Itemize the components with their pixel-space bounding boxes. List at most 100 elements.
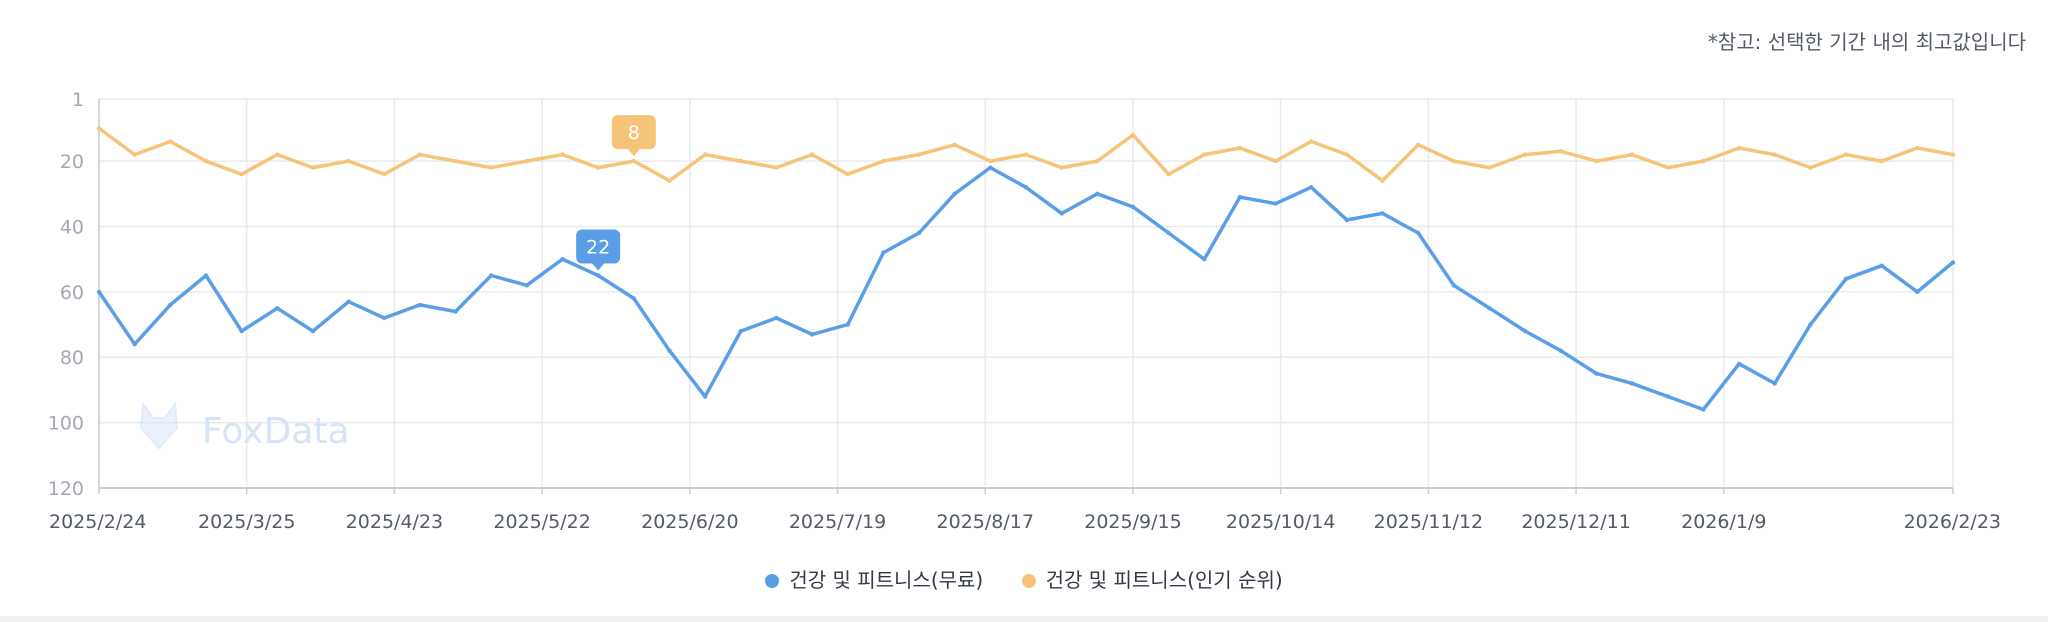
data-point: [1059, 211, 1064, 216]
y-tick-label: 20: [60, 151, 84, 173]
data-point: [453, 309, 458, 314]
data-point: [881, 250, 886, 255]
x-tick-label: 2025/2/24: [49, 511, 146, 533]
data-point: [417, 302, 423, 308]
data-point: [275, 306, 280, 311]
peak-tooltip-1: 8: [611, 115, 656, 157]
data-point: [524, 283, 529, 288]
tooltip-label: 8: [628, 122, 640, 144]
data-point: [168, 139, 173, 144]
data-point: [988, 165, 993, 170]
legend-item-popular[interactable]: 건강 및 피트니스(인기 순위): [1021, 564, 1283, 593]
data-point: [1095, 191, 1100, 196]
data-point: [1808, 165, 1813, 170]
legend-item-free[interactable]: 건강 및 피트니스(무료): [765, 564, 983, 593]
data-point: [1237, 194, 1243, 200]
data-point: [774, 315, 779, 321]
data-point: [1309, 139, 1314, 144]
data-point: [239, 328, 244, 334]
y-tick-label: 40: [60, 216, 84, 238]
data-point: [275, 152, 280, 157]
x-tick-label: 2025/10/14: [1226, 511, 1336, 533]
data-point: [952, 142, 957, 147]
data-point: [774, 165, 779, 170]
data-point: [1843, 152, 1849, 157]
data-point: [1416, 142, 1421, 147]
x-tick-label: 2025/5/22: [493, 511, 590, 533]
data-point: [417, 152, 423, 157]
data-point: [382, 315, 387, 321]
data-point: [1202, 257, 1207, 262]
legend-dot-free: [765, 574, 780, 588]
data-point: [1772, 381, 1777, 386]
data-point: [1808, 322, 1813, 327]
data-point: [1237, 145, 1243, 151]
data-point: [1701, 158, 1706, 164]
data-point: [809, 332, 815, 337]
data-point: [1772, 152, 1777, 157]
peak-tooltips: 22 8: [576, 115, 656, 271]
x-tick-label: 2025/9/15: [1084, 511, 1181, 533]
data-point: [845, 172, 850, 177]
data-point: [1487, 165, 1492, 170]
data-point: [738, 328, 743, 334]
watermark-text: FoxData: [202, 411, 350, 452]
data-point: [346, 299, 351, 304]
x-tick-label: 2025/6/20: [641, 511, 738, 533]
data-point: [1879, 263, 1884, 268]
legend-dot-popular: [1021, 574, 1036, 588]
tooltip-pointer: [627, 149, 640, 157]
data-point: [952, 191, 957, 196]
data-point: [524, 158, 529, 164]
data-point: [1558, 149, 1564, 154]
legend-label-free: 건강 및 피트니스(무료): [789, 568, 984, 592]
data-point: [96, 126, 102, 131]
data-point: [1309, 185, 1314, 190]
data-point: [916, 152, 922, 157]
data-point: [809, 152, 815, 157]
x-tick-label: 2025/3/25: [198, 511, 295, 533]
data-point: [132, 152, 137, 157]
series-lines: [96, 126, 1956, 412]
data-point: [1950, 152, 1956, 157]
data-point: [988, 158, 993, 164]
data-point: [1594, 158, 1599, 164]
data-point: [1380, 211, 1385, 216]
data-point: [1915, 289, 1920, 295]
data-point: [1130, 204, 1136, 210]
data-point: [96, 289, 102, 295]
data-point: [845, 322, 850, 327]
y-tick-label: 100: [48, 413, 84, 435]
data-point: [1558, 348, 1564, 353]
peak-value-note: *참고: 선택한 기간 내의 최고값입니다: [1707, 30, 2026, 54]
data-point: [1665, 394, 1671, 399]
chart-legend: 건강 및 피트니스(무료) 건강 및 피트니스(인기 순위): [0, 564, 2048, 593]
peak-tooltip-0: 22: [576, 229, 621, 271]
data-point: [631, 296, 636, 301]
series-line-0: [97, 165, 1955, 412]
data-point: [738, 158, 743, 164]
tooltip-box: [611, 115, 656, 150]
data-point: [453, 158, 458, 164]
data-point: [489, 273, 494, 278]
data-point: [631, 158, 636, 164]
data-point: [310, 328, 316, 334]
data-point: [1701, 407, 1706, 412]
data-point: [1344, 217, 1350, 223]
data-point: [168, 302, 173, 308]
data-point: [203, 158, 209, 164]
grid-lines: [98, 98, 1954, 489]
x-tick-label: 2025/8/17: [937, 511, 1034, 533]
x-tick-label: 2025/4/23: [346, 511, 443, 533]
data-point: [239, 172, 244, 177]
data-point: [596, 273, 601, 278]
data-point: [489, 165, 494, 170]
data-point: [1166, 172, 1171, 177]
tooltip-box: [576, 229, 621, 264]
x-tick-label: 2025/11/12: [1374, 511, 1484, 533]
data-point: [1344, 152, 1350, 157]
x-tick-label: 2026/1/9: [1681, 511, 1766, 533]
y-tick-label: 80: [60, 347, 84, 369]
data-point: [1736, 145, 1742, 151]
